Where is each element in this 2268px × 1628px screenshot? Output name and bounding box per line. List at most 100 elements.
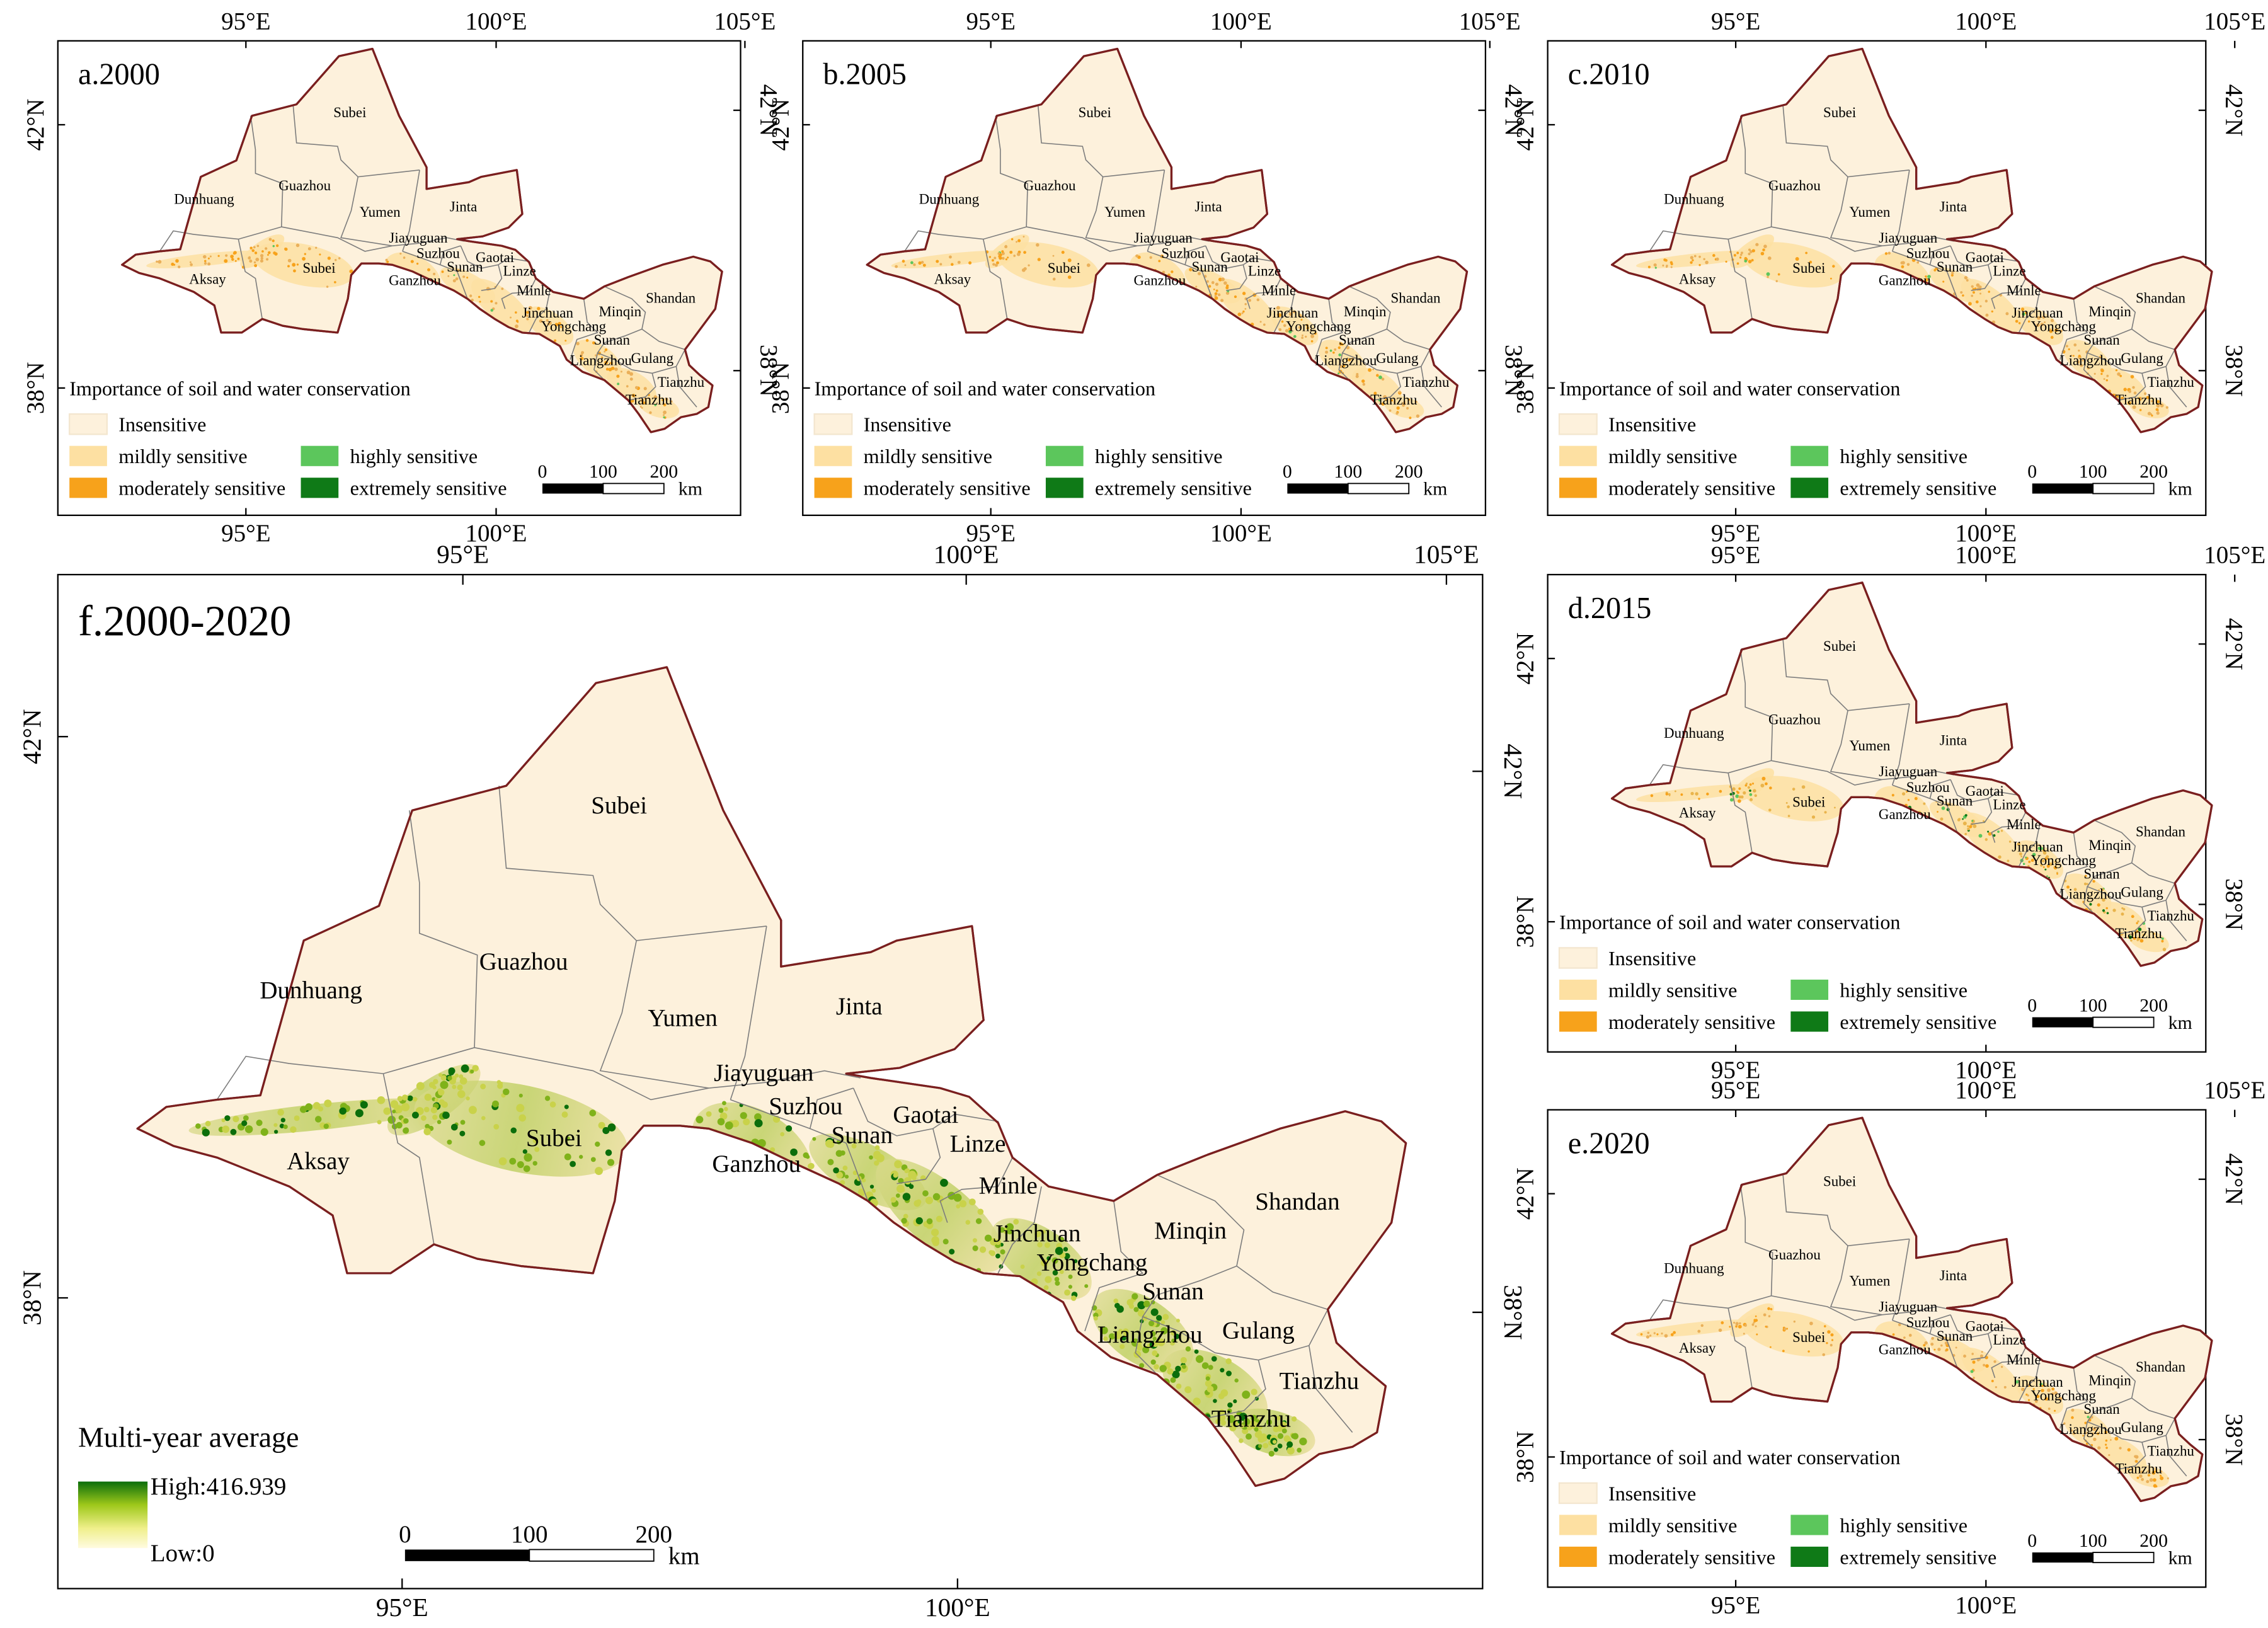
county-boundary [1991, 278, 2027, 309]
sensitivity-pixel [254, 251, 258, 255]
sensitivity-pixel [1215, 1419, 1220, 1424]
sensitivity-pixel [590, 1157, 596, 1162]
county-boundary [896, 1128, 941, 1184]
sensitivity-pixel [1650, 794, 1654, 798]
county-boundary [1830, 176, 1882, 246]
sensitivity-pixel [554, 323, 559, 327]
sensitivity-pixel [2160, 403, 2164, 408]
county-label: Shandan [1391, 290, 1441, 306]
county-boundary [1782, 1173, 1910, 1247]
county-label: Minle [2007, 283, 2041, 299]
study-area-outline [121, 47, 723, 433]
sensitivity-pixel [1044, 1242, 1050, 1248]
county-boundary [1135, 1316, 1158, 1375]
sensitivity-pixel [1767, 256, 1772, 260]
sensitivity-pixel [1753, 1321, 1755, 1324]
sensitivity-pixel [1013, 1218, 1019, 1225]
county-label: Subei [1048, 260, 1080, 276]
sensitivity-pixel [2036, 323, 2040, 327]
sensitivity-pixel [968, 261, 972, 265]
legend-title: Importance of soil and water conservatio… [1559, 1446, 1900, 1469]
sensitivity-pixel [1150, 1359, 1156, 1365]
sensitivity-pixel [1263, 1443, 1269, 1449]
sensitivity-pixel [992, 263, 995, 266]
sensitivity-pixel [470, 1069, 474, 1074]
county-label: Sunan [1339, 332, 1375, 348]
sensitivity-pixel [2133, 936, 2136, 940]
sensitivity-pixel [1978, 834, 1983, 838]
sensitivity-pixel [304, 253, 307, 255]
county-label: Guazhou [278, 178, 331, 193]
scale-bar-segment [404, 1549, 530, 1561]
sensitivity-pixel [2049, 330, 2053, 333]
study-area-outline [1610, 582, 2213, 967]
sensitivity-pixel [2020, 855, 2023, 857]
sensitivity-pixel [386, 260, 389, 263]
county-boundary [939, 1157, 1013, 1223]
sensitivity-pixel [2127, 1448, 2131, 1452]
lat-label-left: 42°N [22, 99, 49, 151]
county-boundary [1782, 638, 1910, 711]
sensitivity-pixel [1237, 312, 1242, 316]
sensitivity-pixel [1927, 275, 1931, 278]
sensitivity-pixel [2138, 927, 2142, 931]
county-label: Subei [333, 105, 366, 120]
sensitivity-pixel [2156, 411, 2160, 415]
sensitivity-pixel [1925, 275, 1927, 278]
sensitivity-pixel [1378, 375, 1382, 379]
county-label: Suzhou [416, 246, 460, 261]
sensitivity-pixel [1809, 799, 1811, 801]
sensitivity-pixel [1028, 264, 1030, 267]
sensitivity-pixel [1950, 273, 1954, 277]
county-label: Sunan [594, 332, 631, 348]
sensitivity-pixel [706, 1111, 712, 1117]
county-label: Jinchuan [1267, 305, 1319, 321]
county-label: Yumen [1104, 204, 1146, 220]
sensitivity-pixel [1409, 416, 1412, 420]
sensitivity-pixel [2073, 343, 2077, 347]
sensitivity-pixel [2054, 1391, 2058, 1395]
sensitivity-pixel [2030, 859, 2034, 863]
legend-swatch [1045, 445, 1084, 466]
sensitivity-pixel [544, 1096, 551, 1101]
sensitivity-pixel [2091, 1432, 2094, 1435]
sensitivity-pixel [1715, 257, 1719, 261]
sensitivity-pixel [1068, 1285, 1073, 1289]
sensitivity-pixel [203, 261, 207, 265]
sensitivity-pixel [922, 263, 926, 267]
sensitivity-pixel [2147, 1469, 2151, 1473]
legend-label: extremely sensitive [1840, 1011, 1996, 1033]
sensitivity-pixel [2136, 930, 2139, 933]
sensitivity-pixel [1750, 798, 1753, 801]
county-boundary [1207, 1360, 1266, 1419]
sensitivity-pixel [1640, 1333, 1643, 1336]
sensitivity-pixel [1740, 795, 1744, 799]
sensitivity-pixel [2155, 408, 2159, 411]
sensitivity-pixel [1955, 1346, 1957, 1349]
county-label: Jiayuguan [1879, 1299, 1938, 1315]
sensitivity-pixel [1792, 788, 1796, 791]
sensitivity-pixel [1782, 1350, 1785, 1353]
sensitivity-pixel [1719, 789, 1722, 793]
sensitivity-pixel [1017, 239, 1021, 243]
county-label: Subei [1079, 105, 1111, 120]
county-boundary [1950, 245, 1999, 269]
sensitivity-zone [876, 1159, 1005, 1273]
legend-label: Insensitive [864, 413, 951, 436]
sensitivity-pixel [918, 261, 922, 265]
sensitivity-pixel [1396, 406, 1400, 410]
sensitivity-pixel [175, 259, 179, 263]
scale-tick-label: 200 [635, 1521, 672, 1548]
county-label: Suzhou [1161, 246, 1205, 261]
county-label: Tianzhu [1370, 392, 1418, 408]
county-boundary [1338, 352, 1350, 381]
sensitivity-pixel [171, 262, 175, 267]
sensitivity-pixel [2071, 1416, 2074, 1419]
sensitivity-pixel [1159, 1365, 1167, 1372]
sensitivity-pixel [495, 302, 498, 305]
legend-swatch [69, 445, 107, 466]
sensitivity-pixel [1964, 833, 1967, 835]
county-boundary [1727, 239, 1753, 319]
sensitivity-pixel [1767, 275, 1769, 278]
